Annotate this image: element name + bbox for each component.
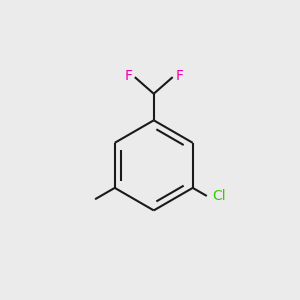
Text: F: F: [124, 69, 132, 83]
Text: Cl: Cl: [212, 189, 226, 203]
Text: F: F: [175, 69, 183, 83]
